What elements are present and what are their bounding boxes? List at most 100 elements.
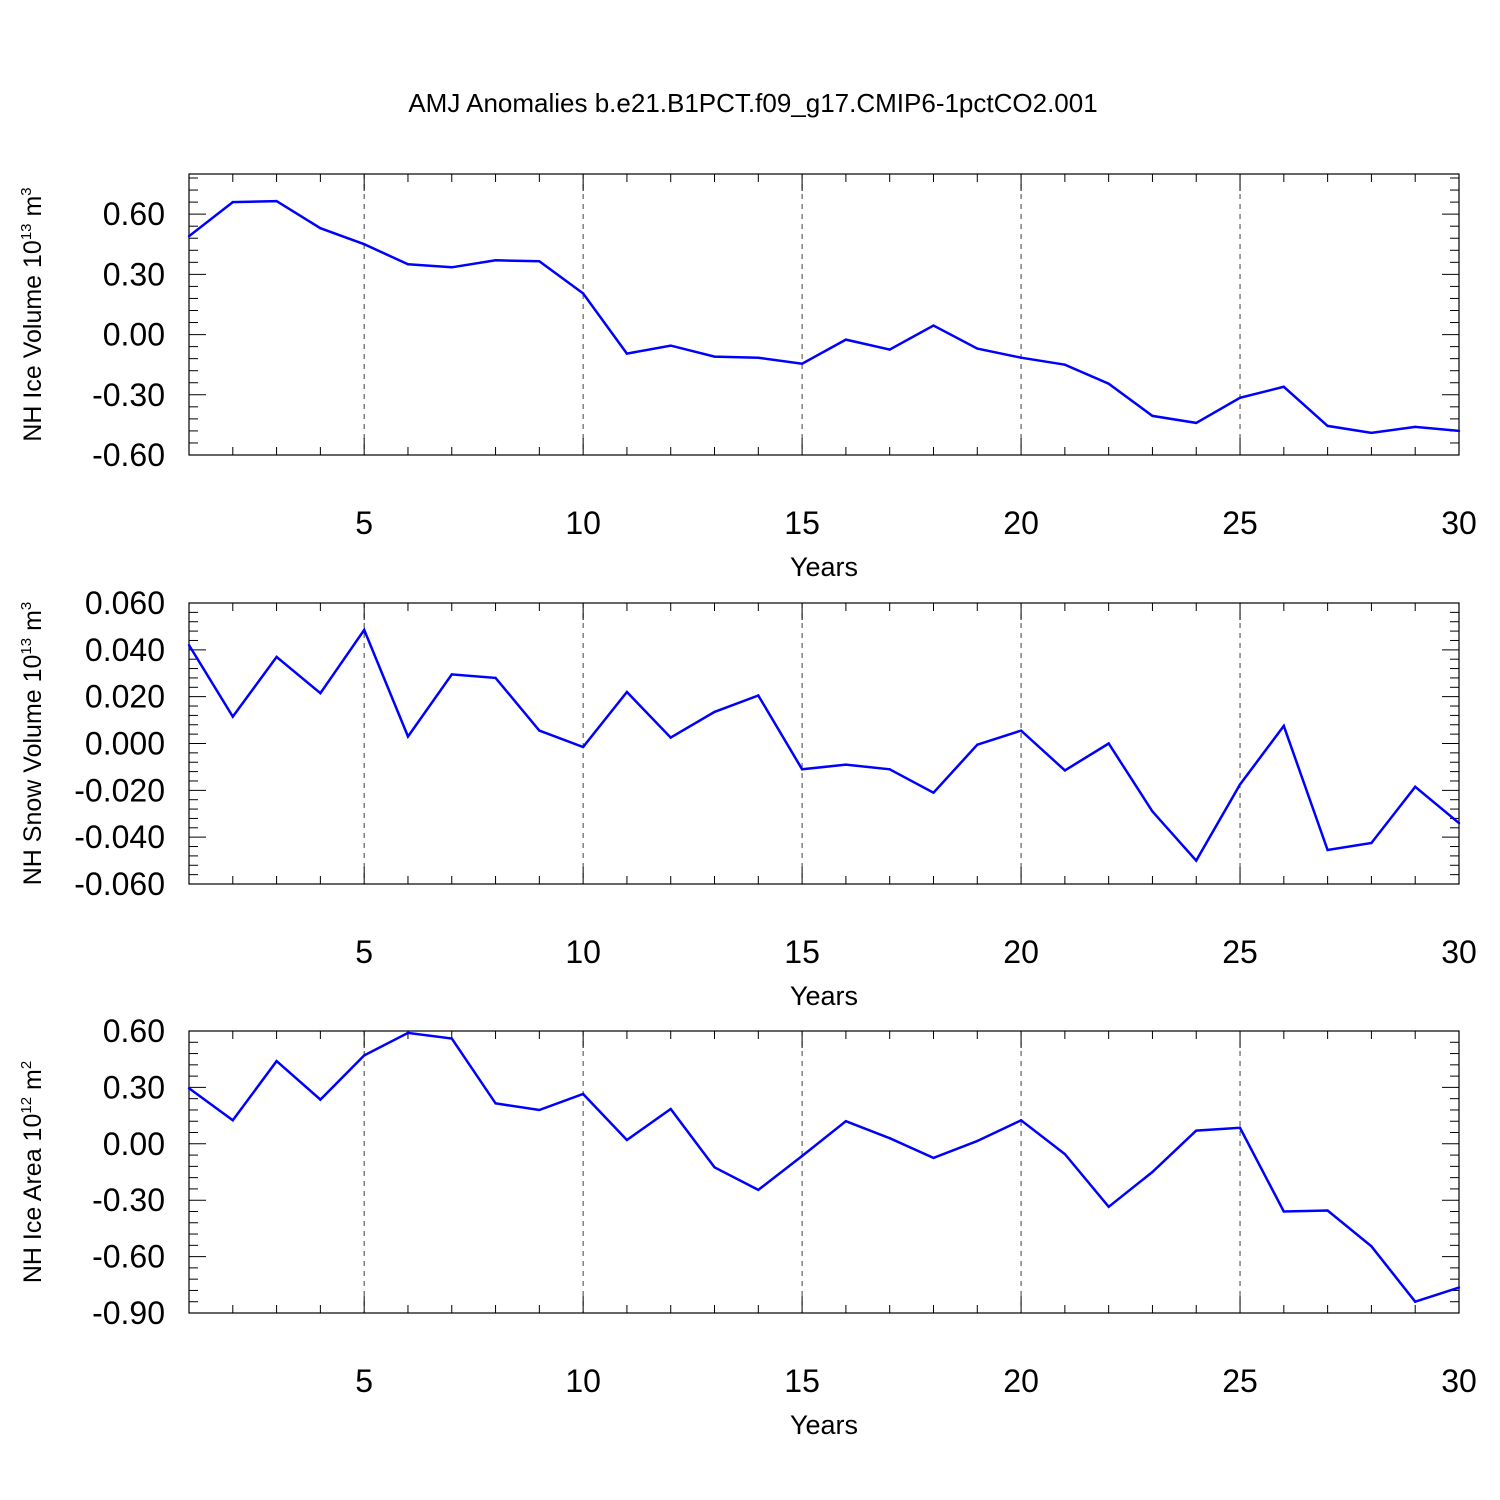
panel-3-data-point — [275, 1059, 278, 1063]
panel-1-data-point — [844, 338, 848, 341]
panel-1-data-point — [362, 243, 366, 246]
panel-1-data-point — [494, 259, 497, 262]
panel-2-y-axis-label: NH Snow Volume 1013 m3 — [18, 602, 47, 886]
panel-3-y-tick-label: 0.60 — [103, 1013, 165, 1049]
panel-2-data-point — [1457, 821, 1461, 825]
panel-2-data-point — [319, 691, 322, 695]
panel-3-y-tick-label: -0.90 — [92, 1295, 165, 1331]
panel-3-data-point — [581, 1092, 585, 1096]
panel-3-data-point — [187, 1087, 191, 1090]
panel-3-x-tick-label: 5 — [355, 1363, 373, 1399]
panel-1-x-axis-label: Years — [790, 552, 858, 582]
panel-2-y-tick-label: 0.060 — [85, 585, 165, 621]
panel-3-data-point — [844, 1120, 848, 1123]
panel-1-x-tick-label: 30 — [1441, 505, 1477, 541]
panel-1-x-tick-label: 5 — [355, 505, 373, 541]
panel-1-data-point — [1414, 425, 1417, 429]
panel-1-data-point — [319, 226, 322, 230]
panel-2-x-tick-label: 15 — [784, 934, 820, 970]
panel-1-data-point — [669, 344, 672, 347]
panel-1-data-point — [757, 356, 760, 359]
panel-1-data-point — [976, 347, 979, 350]
panel-1-data-point — [1238, 396, 1242, 399]
panel-2-data-point — [275, 655, 278, 659]
panel-3-plot-frame — [188, 1030, 1460, 1314]
panel-3-data-point — [1195, 1129, 1198, 1132]
panel-1-data-point — [1370, 431, 1373, 435]
panel-2-data-point — [538, 729, 541, 732]
panel-3-data-point — [1107, 1205, 1110, 1208]
panel-2-data-point — [450, 673, 453, 676]
panel-3-x-tick-label: 20 — [1003, 1363, 1039, 1399]
panel-2-data-point — [844, 763, 848, 766]
panel-1-x-tick-label: 10 — [565, 505, 601, 541]
panel-3-data-point — [1370, 1245, 1373, 1248]
panel-2-x-tick-label: 30 — [1441, 934, 1477, 970]
panel-3-data-point — [976, 1139, 979, 1143]
panel-3-x-tick-label: 10 — [565, 1363, 601, 1399]
panel-1-data-point — [1282, 385, 1286, 388]
panel-2-data-point — [888, 768, 891, 771]
panel-3: -0.90 -0.60 -0.30 0.00 0.30 0.60 5 10 15 20 25 30 Ye… — [18, 1013, 1477, 1440]
panel-1-data-point — [450, 266, 453, 269]
panel-1-y-tick-label: -0.30 — [92, 377, 165, 413]
panel-3-data-point — [1151, 1170, 1154, 1174]
panel-1-data-point — [581, 292, 585, 295]
panel-3-data-point — [1238, 1126, 1242, 1130]
panel-2-data-point — [669, 736, 672, 739]
panel-3-series-line — [188, 1031, 1460, 1304]
panel-2-y-tick-label: -0.060 — [74, 866, 165, 902]
panel-3-data-point — [1326, 1209, 1329, 1212]
panel-1-data-point — [1457, 429, 1461, 433]
panel-2-data-point — [1063, 769, 1067, 772]
panel-1-data-point — [275, 199, 278, 203]
panel-3-x-tick-label: 25 — [1222, 1363, 1258, 1399]
panel-1-series-line — [188, 199, 1460, 435]
panel-3-x-tick-label: 15 — [784, 1363, 820, 1399]
panel-2-series-line — [187, 627, 1460, 863]
panel-2-y-tick-label: -0.020 — [74, 772, 165, 808]
panel-2-data-point — [406, 735, 410, 738]
panel-1-data-point — [1195, 421, 1198, 425]
panel-1-data-point — [1019, 356, 1023, 359]
panel-2-y-tick-label: 0.000 — [85, 726, 165, 762]
panel-2-x-tick-label: 5 — [355, 934, 373, 970]
panel-1-data-point — [538, 260, 541, 263]
panel-3-data-point — [406, 1031, 410, 1035]
panel-1-data-point — [888, 348, 891, 351]
panel-3-data-point — [1063, 1152, 1067, 1156]
panel-3-data-point — [538, 1108, 541, 1112]
panel-1-data-point — [625, 352, 629, 355]
panel-2-data-point — [362, 628, 366, 632]
panel-1-data-point — [187, 235, 191, 238]
panel-2-data-point — [187, 643, 191, 647]
panel-3-y-tick-label: -0.30 — [92, 1182, 165, 1218]
panel-3-data-point — [1282, 1210, 1286, 1213]
panel-2-data-point — [1414, 785, 1417, 789]
panel-1-plot-frame — [188, 173, 1460, 456]
panel-1: -0.60 -0.30 0.00 0.30 0.60 5 10 15 20 25 30 Years NH… — [18, 173, 1477, 582]
panel-3-x-axis-label: Years — [790, 1410, 858, 1440]
panel-2-data-point — [1107, 742, 1110, 745]
panel-3-y-tick-label: -0.60 — [92, 1239, 165, 1275]
panel-2-data-point — [1282, 724, 1286, 728]
panel-2-y-tick-label: -0.040 — [74, 819, 165, 855]
figure-title: AMJ Anomalies b.e21.B1PCT.f09_g17.CMIP6-… — [408, 88, 1097, 118]
panel-2-x-tick-label: 10 — [565, 934, 601, 970]
panel-2-x-axis-label: Years — [790, 981, 858, 1011]
panel-1-x-tick-label: 20 — [1003, 505, 1039, 541]
panel-1-y-tick-label: -0.60 — [92, 437, 165, 473]
panel-2-data-point — [494, 676, 497, 680]
panel-3-data-point — [800, 1154, 804, 1158]
panel-1-data-point — [800, 362, 804, 365]
panel-2-data-point — [1326, 848, 1329, 852]
panel-2-plot-frame — [188, 602, 1460, 885]
panel-2-data-point — [800, 768, 804, 771]
panel-1-data-point — [1063, 363, 1067, 366]
panel-2-x-tick-label: 20 — [1003, 934, 1039, 970]
panel-3-data-point — [362, 1054, 366, 1057]
panel-3-data-point — [888, 1136, 891, 1140]
panel-2-data-point — [932, 791, 935, 794]
